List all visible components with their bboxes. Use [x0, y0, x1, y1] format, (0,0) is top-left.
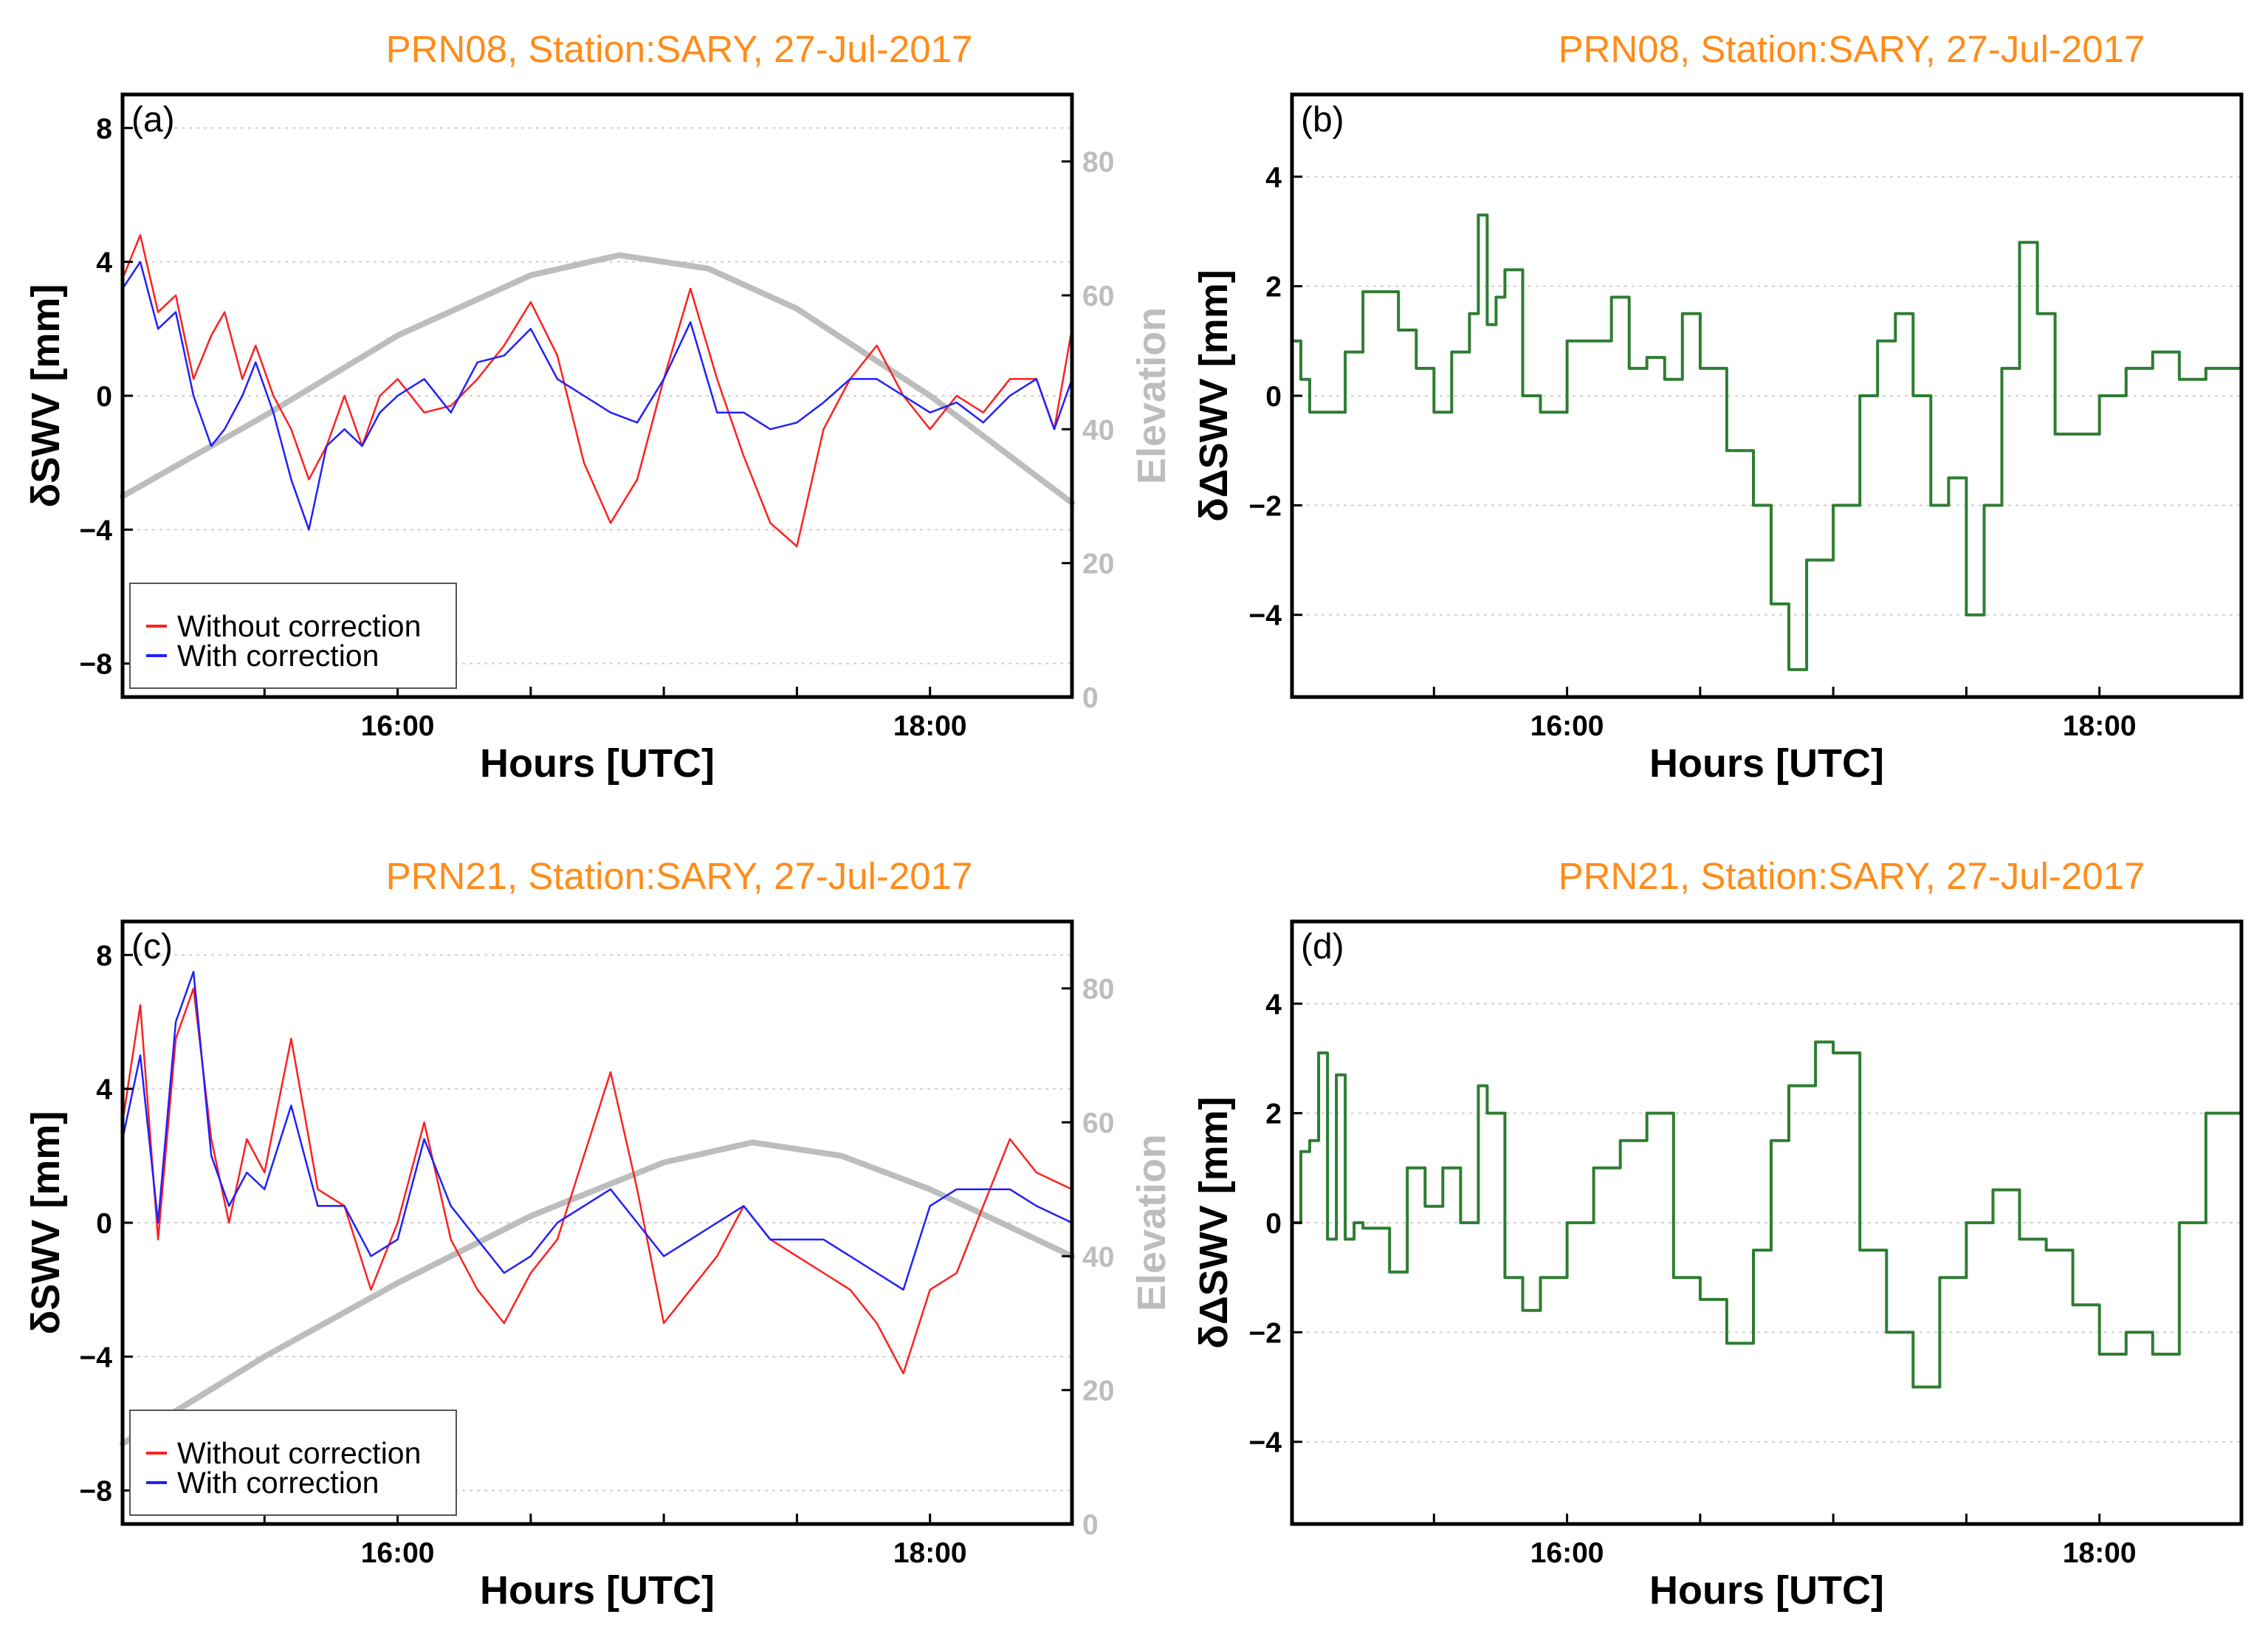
grid-lines — [1292, 1003, 2241, 1443]
panel-title: PRN08, Station:SARY, 27-Jul-2017 — [1559, 28, 2145, 70]
panel-label: (a) — [131, 100, 175, 140]
x-tick-label: 18:00 — [2063, 1537, 2137, 1569]
panel-title: PRN08, Station:SARY, 27-Jul-2017 — [386, 28, 973, 70]
difference-line — [1292, 1040, 2243, 1389]
y2-tick-label: 0 — [1082, 1509, 1099, 1541]
y2-tick-label: 80 — [1082, 974, 1114, 1006]
y-tick-label: −4 — [80, 1342, 113, 1373]
legend: Without correction With correction — [129, 583, 457, 689]
y-tick-label: −8 — [80, 649, 112, 681]
without-correction-line — [121, 987, 1073, 1375]
y-tick-label: 4 — [96, 1074, 112, 1106]
without-correction-series — [121, 987, 1073, 1375]
legend-label-without-correction: Without correction — [177, 1436, 421, 1470]
x-tick-label: 16:00 — [361, 1537, 435, 1569]
grid-lines — [123, 954, 1072, 1491]
y-tick-label: 8 — [96, 940, 112, 972]
y2-tick-label: 60 — [1082, 1108, 1114, 1139]
axis-ticks: −4 −2 0 2 4 16:00 18:00 — [1249, 989, 2137, 1569]
y-tick-label: 4 — [1265, 989, 1282, 1020]
difference-line — [1292, 213, 2243, 671]
y2-tick-label: 60 — [1082, 281, 1114, 312]
with-correction-series — [121, 970, 1073, 1291]
difference-series — [1291, 1040, 2243, 1389]
y-axis-label: δSWV [mm] — [24, 284, 68, 508]
elevation-line — [120, 252, 1075, 507]
y-tick-label: −4 — [1249, 1427, 1282, 1459]
y-tick-label: −4 — [1249, 600, 1282, 632]
axis-ticks: −4 −2 0 2 4 16:00 18:00 — [1249, 162, 2137, 742]
legend-box — [129, 1410, 457, 1516]
panel-d: PRN21, Station:SARY, 27-Jul-2017 −4 −2 0 2 4… — [1192, 855, 2244, 1613]
panel-b: PRN08, Station:SARY, 27-Jul-2017 −4 −2 0 2 4… — [1192, 28, 2244, 786]
x-axis-label: Hours [UTC] — [1649, 741, 1884, 786]
elevation-line — [120, 1139, 1075, 1447]
y-axis-label: δSWV [mm] — [24, 1111, 68, 1335]
y-tick-label: 2 — [1265, 272, 1282, 303]
panel-a: PRN08, Station:SARY, 27-Jul-2017 −8 −4 0 4 8… — [24, 28, 1174, 786]
y-tick-label: 4 — [96, 247, 112, 279]
x-tick-label: 16:00 — [1530, 710, 1604, 742]
y-tick-label: 8 — [96, 113, 112, 145]
legend-label-with-correction: With correction — [177, 1466, 379, 1500]
x-axis-label: Hours [UTC] — [480, 741, 715, 786]
y-tick-label: −4 — [80, 515, 113, 546]
y-tick-label: 4 — [1265, 162, 1282, 193]
panel-title: PRN21, Station:SARY, 27-Jul-2017 — [386, 855, 973, 897]
y-tick-label: −2 — [1249, 1317, 1282, 1349]
y-tick-label: −2 — [1249, 490, 1282, 522]
x-tick-label: 18:00 — [893, 710, 967, 742]
y2-tick-label: 0 — [1082, 682, 1099, 714]
y-tick-label: −8 — [80, 1476, 112, 1508]
x-tick-label: 18:00 — [893, 1537, 967, 1569]
y-tick-label: 0 — [1265, 1208, 1282, 1240]
y2-tick-label: 20 — [1082, 549, 1114, 580]
y-tick-label: 2 — [1265, 1099, 1282, 1130]
y-tick-label: 0 — [96, 381, 112, 413]
panel-label: (c) — [131, 927, 173, 967]
x-axis-label: Hours [UTC] — [1649, 1568, 1884, 1613]
legend-label-without-correction: Without correction — [177, 609, 421, 643]
legend: Without correction With correction — [129, 1410, 457, 1516]
y2-tick-label: 20 — [1082, 1376, 1114, 1407]
legend-label-with-correction: With correction — [177, 639, 379, 673]
y-axis-label: δΔSWV [mm] — [1192, 1096, 1236, 1349]
x-tick-label: 16:00 — [1530, 1537, 1604, 1569]
panel-title: PRN21, Station:SARY, 27-Jul-2017 — [1559, 855, 2145, 897]
difference-series — [1291, 213, 2243, 671]
x-tick-label: 16:00 — [361, 710, 435, 742]
y-tick-label: 0 — [1265, 381, 1282, 413]
y-axis-label: δΔSWV [mm] — [1192, 270, 1236, 522]
y2-tick-label: 40 — [1082, 414, 1114, 446]
x-axis-label: Hours [UTC] — [480, 1568, 715, 1613]
panel-label: (b) — [1301, 100, 1344, 140]
y-tick-label: 0 — [96, 1208, 112, 1240]
y2-axis-label: Elevation — [1130, 1134, 1174, 1311]
with-correction-series — [121, 261, 1073, 531]
y2-tick-label: 40 — [1082, 1241, 1114, 1273]
x-tick-label: 18:00 — [2063, 710, 2137, 742]
with-correction-line — [121, 261, 1073, 531]
elevation-series — [120, 252, 1075, 507]
y2-tick-label: 80 — [1082, 147, 1114, 179]
panel-c: PRN21, Station:SARY, 27-Jul-2017 −8 −4 0 4 8… — [24, 855, 1174, 1613]
legend-box — [129, 583, 457, 689]
y2-axis-label: Elevation — [1130, 307, 1174, 484]
with-correction-line — [121, 970, 1073, 1291]
panel-label: (d) — [1301, 927, 1344, 967]
